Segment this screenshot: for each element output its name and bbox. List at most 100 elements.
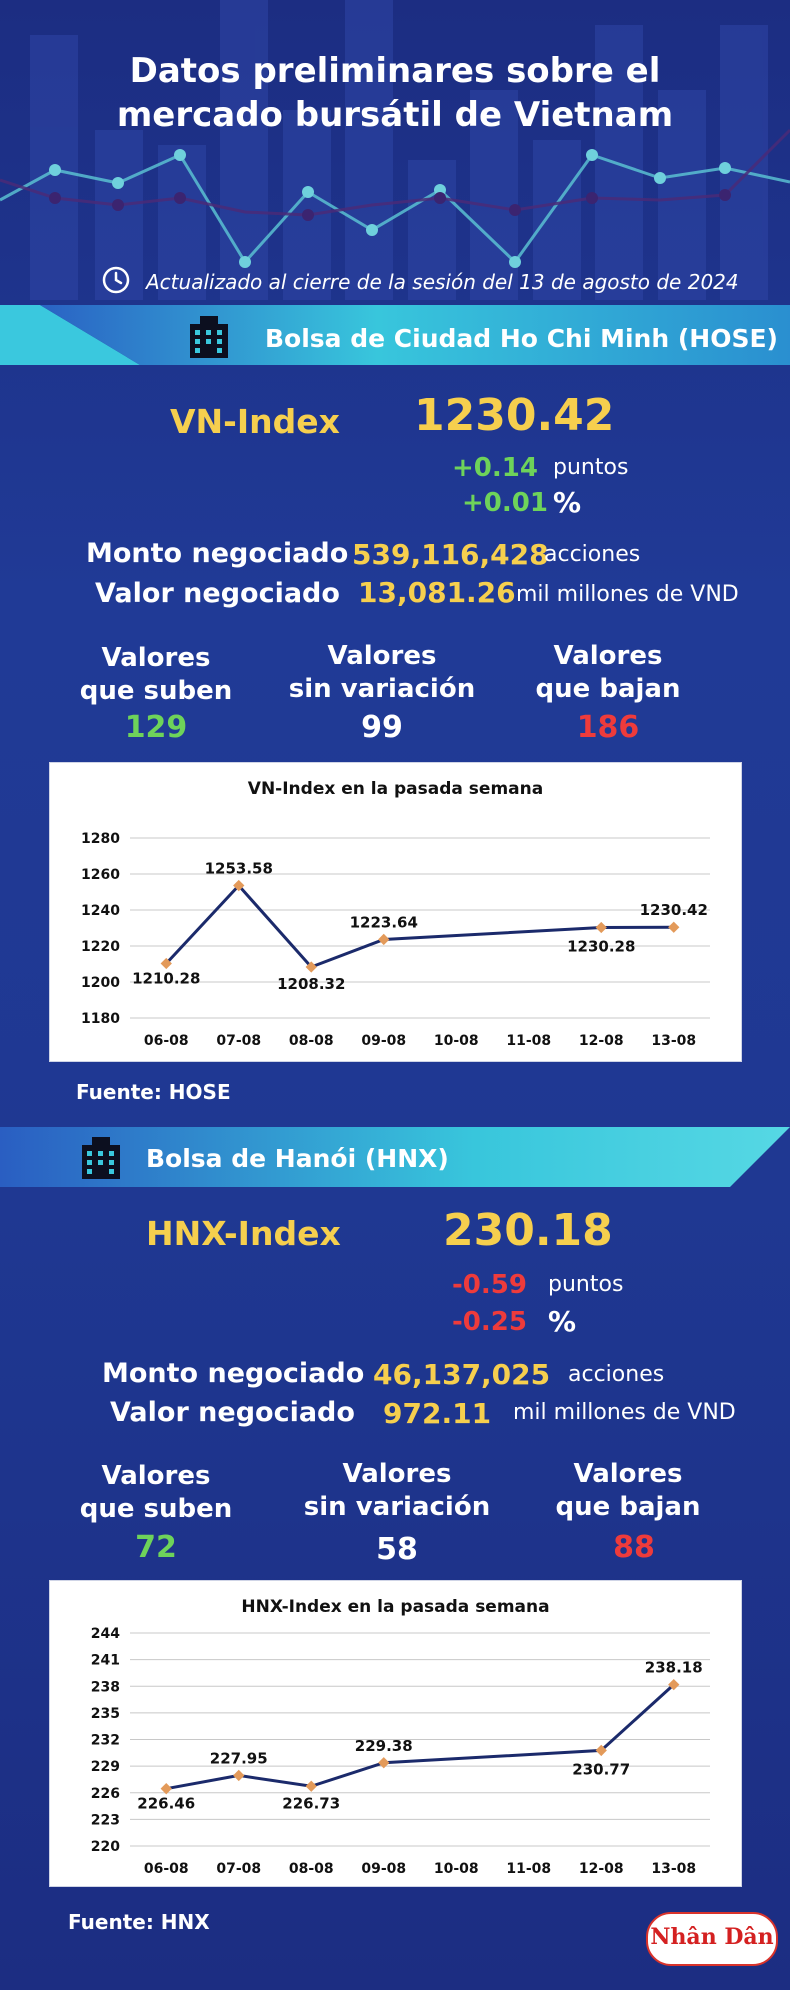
hose-flat-label-line-2: sin variación [288, 674, 476, 704]
x-tick-label: 11-08 [506, 1033, 551, 1049]
hose-value-value: 13,081.26 [358, 576, 516, 609]
hnx-banner-title: Bolsa de Hanói (HNX) [146, 1144, 449, 1173]
x-tick-label: 10-08 [434, 1033, 479, 1049]
data-point [233, 879, 245, 892]
hnx-index-value: 230.18 [443, 1205, 613, 1256]
hose-value-label: Valor negociado [95, 578, 340, 609]
data-point [378, 1757, 390, 1769]
x-tick-label: 13-08 [651, 1861, 696, 1877]
x-tick-label: 06-08 [144, 1861, 189, 1877]
hose-up-label-line-2: que suben [79, 676, 233, 706]
hnx-change-percent-unit: % [548, 1305, 577, 1338]
hose-down-label-line-1: Valores [553, 641, 663, 671]
hose-change-points-unit: puntos [553, 455, 629, 480]
hnx-down-label: Valores que bajan [508, 1458, 748, 1524]
hose-value-unit: mil millones de VND [516, 582, 739, 607]
x-tick-label: 11-08 [506, 1861, 551, 1877]
series-line [165, 883, 674, 969]
y-tick-label: 235 [91, 1706, 120, 1722]
y-tick-label: 1220 [81, 939, 120, 955]
hose-up-count: 129 [124, 710, 188, 745]
x-tick-label: 13-08 [651, 1033, 696, 1049]
y-tick-label: 1240 [81, 903, 120, 919]
data-label: 1210.28 [132, 969, 200, 987]
hose-flat-count: 99 [361, 710, 403, 745]
page-title-line-2: mercado bursátil de Vietnam [116, 95, 674, 135]
hnx-value-unit: mil millones de VND [513, 1400, 736, 1425]
hnx-down-label-line-2: que bajan [555, 1492, 701, 1522]
y-tick-label: 226 [91, 1786, 120, 1802]
data-point [233, 1769, 245, 1782]
hose-flat-label: Valores sin variación [262, 640, 502, 706]
y-tick-label: 1200 [81, 975, 120, 991]
data-label: 1208.32 [277, 975, 345, 993]
hose-volume-unit: acciones [544, 542, 641, 567]
y-tick-label: 244 [91, 1626, 120, 1642]
hnx-flat-label: Valores sin variación [277, 1458, 517, 1524]
hose-change-percent: +0.01 [462, 488, 548, 518]
hose-up-label-line-1: Valores [101, 643, 211, 673]
y-tick-label: 223 [91, 1812, 120, 1828]
x-tick-label: 08-08 [289, 1861, 334, 1877]
hose-flat-label-line-1: Valores [327, 641, 437, 671]
data-label: 1230.42 [640, 901, 708, 919]
x-tick-label: 12-08 [579, 1861, 624, 1877]
y-tick-label: 232 [91, 1733, 120, 1749]
hnx-index-chart: HNX-Index en la pasada semana 220 223 226 2… [49, 1580, 742, 1887]
data-point [378, 933, 390, 946]
hose-index-value: 1230.42 [414, 390, 615, 441]
data-point [595, 921, 607, 934]
hose-source: Fuente: HOSE [76, 1080, 231, 1104]
vn-index-chart-plot: 1180 1200 1220 1240 1260 1280 06-08 07-08 08-08 0… [81, 831, 710, 1049]
y-tick-label: 241 [91, 1653, 120, 1669]
hose-volume-value: 539,116,428 [352, 538, 549, 571]
y-tick-label: 1260 [81, 867, 120, 883]
header-background-graphic [0, 0, 790, 300]
data-label: 230.77 [572, 1760, 630, 1778]
data-label: 227.95 [210, 1749, 268, 1767]
hnx-up-label-line-2: que suben [79, 1494, 233, 1524]
hnx-value-label: Valor negociado [110, 1397, 355, 1428]
data-label: 229.38 [355, 1737, 413, 1755]
building-icon [190, 316, 228, 358]
vn-index-chart: VN-Index en la pasada semana 1180 1200 122… [49, 762, 742, 1062]
series-line [165, 1683, 675, 1791]
page-title-line-1: Datos preliminares sobre el [129, 51, 661, 91]
y-tick-label: 220 [91, 1839, 120, 1855]
hnx-up-label-line-1: Valores [101, 1461, 211, 1491]
hnx-volume-unit: acciones [568, 1362, 665, 1387]
hnx-source: Fuente: HNX [68, 1910, 210, 1934]
data-point [668, 921, 680, 933]
hose-change-points: +0.14 [452, 453, 538, 483]
hnx-change-points-unit: puntos [548, 1272, 624, 1297]
hose-index-name: VN-Index [170, 402, 340, 441]
hnx-flat-count: 58 [376, 1532, 418, 1567]
vn-index-chart-title: VN-Index en la pasada semana [247, 779, 544, 799]
hnx-index-name: HNX-Index [146, 1214, 341, 1253]
hnx-banner-background [0, 1127, 790, 1187]
y-tick-label: 229 [91, 1759, 120, 1775]
data-point [305, 1780, 317, 1792]
hose-down-label: Valores que bajan [488, 640, 728, 706]
hose-change-percent-unit: % [553, 486, 582, 519]
hnx-flat-label-line-2: sin variación [303, 1492, 491, 1522]
data-label: 226.46 [137, 1795, 195, 1813]
data-label: 1253.58 [205, 860, 273, 878]
y-tick-label: 238 [91, 1679, 120, 1695]
clock-icon [102, 266, 130, 294]
building-icon [82, 1137, 120, 1179]
hnx-volume-value: 46,137,025 [373, 1358, 551, 1391]
updated-timestamp: Actualizado al cierre de la sesión del 1… [146, 270, 739, 294]
data-label: 1223.64 [350, 913, 418, 931]
x-tick-label: 12-08 [579, 1033, 624, 1049]
hose-volume-label: Monto negociado [86, 538, 349, 569]
hnx-up-label: Valores que suben [36, 1460, 276, 1526]
nhan-dan-logo-text: Nhân Dân [650, 1924, 774, 1950]
data-label: 238.18 [645, 1659, 703, 1677]
hnx-index-chart-title: HNX-Index en la pasada semana [241, 1597, 550, 1617]
data-label: 1230.28 [567, 937, 635, 955]
hnx-change-points: -0.59 [452, 1270, 527, 1300]
x-tick-label: 09-08 [361, 1861, 406, 1877]
x-tick-label: 06-08 [144, 1033, 189, 1049]
x-tick-label: 08-08 [289, 1033, 334, 1049]
